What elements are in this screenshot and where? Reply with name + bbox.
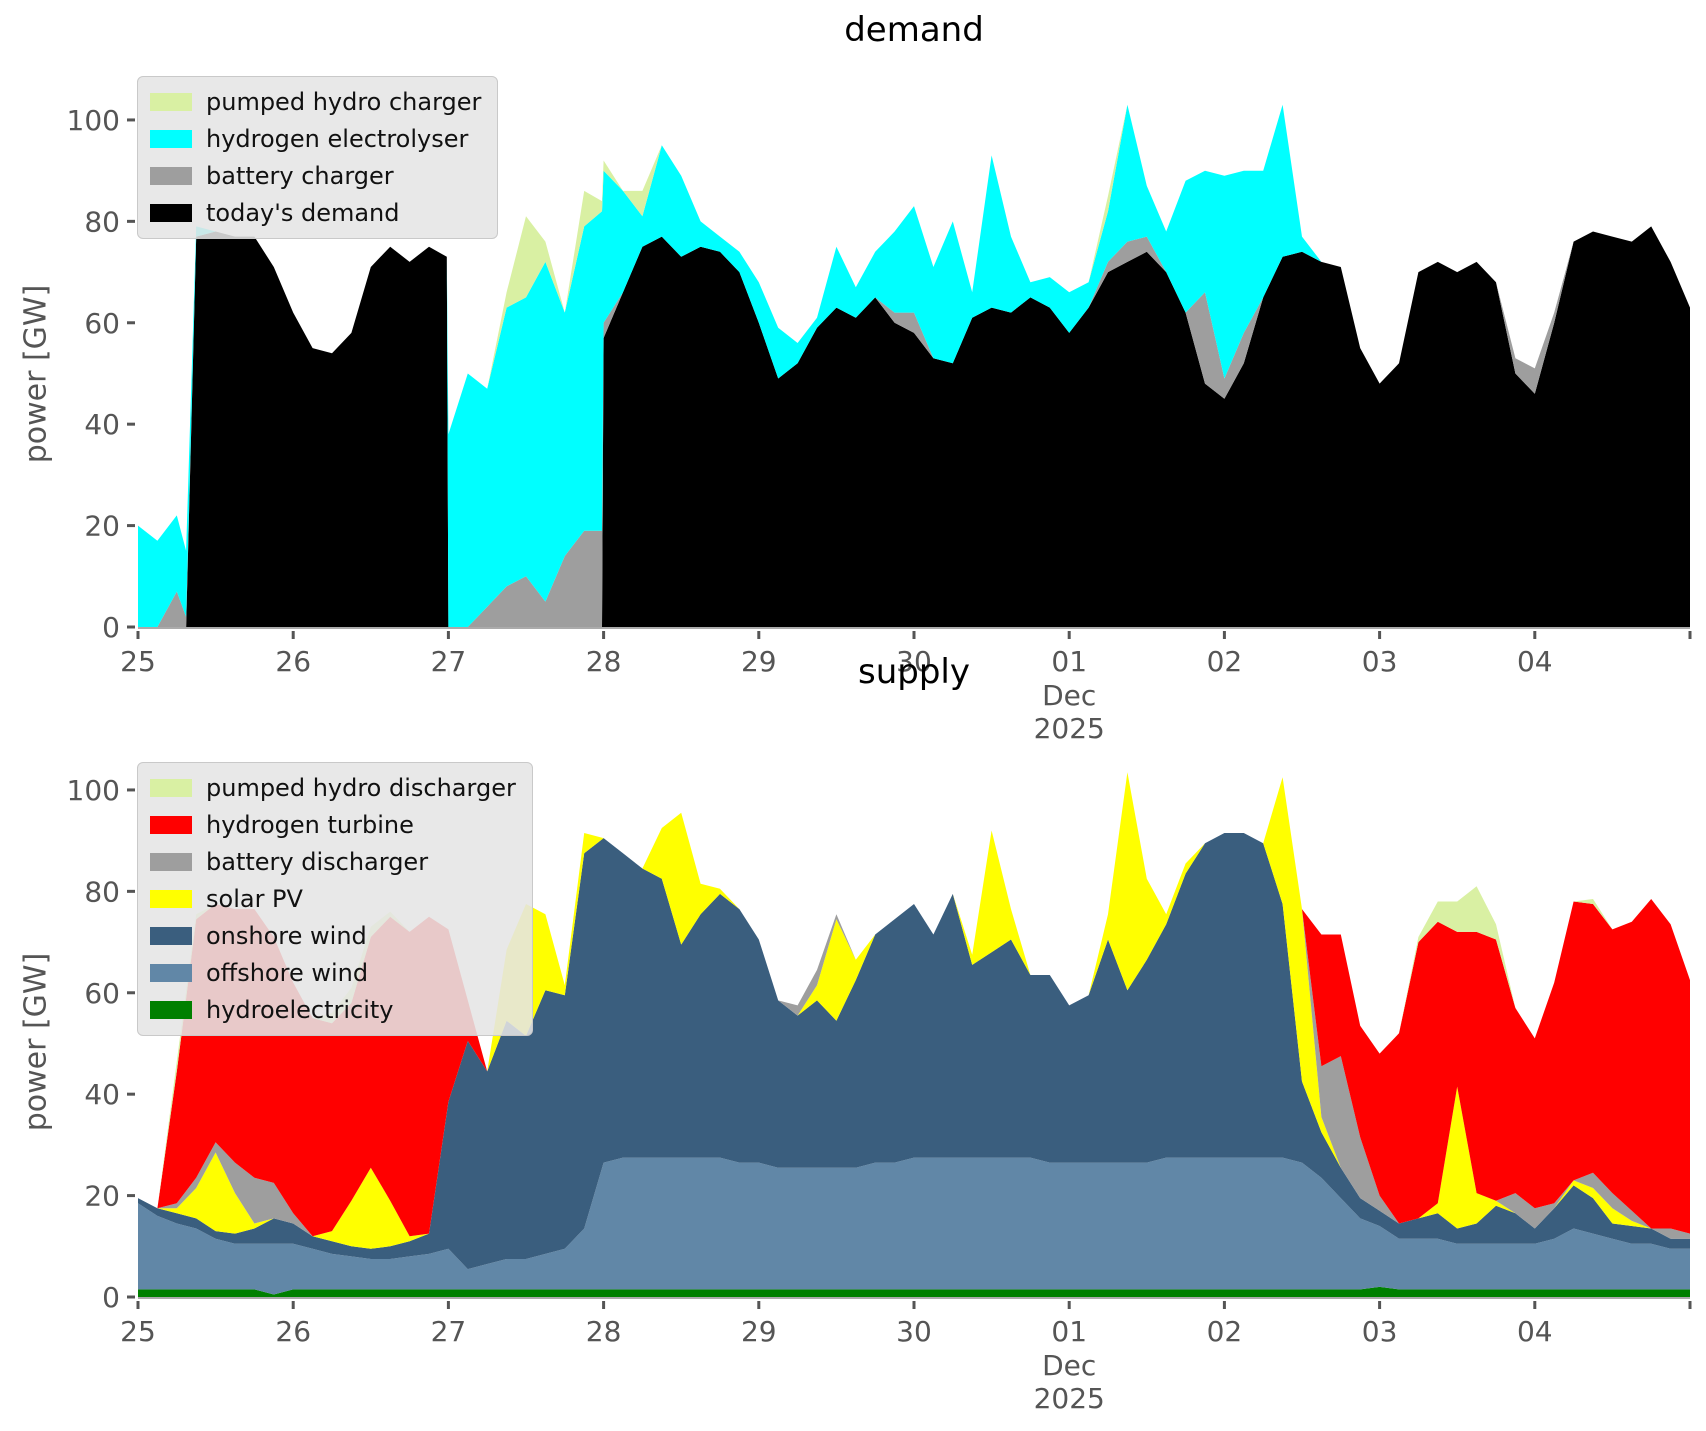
demand-x-tick-label-8: 03 bbox=[1362, 645, 1398, 678]
demand-x-tick-label-9: 04 bbox=[1517, 645, 1553, 678]
supply-x-tick-label-1: 26 bbox=[275, 1315, 311, 1348]
supply-x-annotation-1: 2025 bbox=[1034, 1382, 1105, 1415]
demand-y-tick-label-1: 20 bbox=[84, 510, 120, 543]
legend-item-battery-discharger: battery discharger bbox=[150, 847, 516, 877]
hydroelectricity-swatch-icon bbox=[150, 1001, 192, 1019]
demand-y-tick-label-3: 60 bbox=[84, 307, 120, 340]
battery-charger-swatch-icon bbox=[150, 167, 192, 185]
demand-x-tick-label-6: 01 bbox=[1051, 645, 1087, 678]
demand-y-tick-label-4: 80 bbox=[84, 205, 120, 238]
hydrogen-electrolyser-swatch-icon bbox=[150, 130, 192, 148]
demand-x-annotation-1: 2025 bbox=[1034, 712, 1105, 745]
supply-x-tick-label-6: 01 bbox=[1051, 1315, 1087, 1348]
area-hydroelectricity bbox=[138, 1286, 1690, 1297]
legend-item-today-s-demand: today's demand bbox=[150, 198, 481, 228]
supply-y-tick-label-1: 20 bbox=[84, 1180, 120, 1213]
supply-legend: pumped hydro discharger hydrogen turbine b… bbox=[137, 762, 533, 1036]
legend-item-pumped-hydro-discharger: pumped hydro discharger bbox=[150, 773, 516, 803]
legend-item-battery-charger: battery charger bbox=[150, 161, 481, 191]
supply-x-tick-label-9: 04 bbox=[1517, 1315, 1553, 1348]
demand-x-tick-label-1: 26 bbox=[275, 645, 311, 678]
demand-y-axis-label: power [GW] bbox=[18, 284, 54, 464]
legend-label-hydroelectricity: hydroelectricity bbox=[206, 996, 394, 1024]
legend-item-pumped-hydro-charger: pumped hydro charger bbox=[150, 87, 481, 117]
demand-chart-title: demand bbox=[844, 10, 984, 50]
legend-label-hydrogen-electrolyser: hydrogen electrolyser bbox=[206, 125, 469, 153]
supply-y-tick-label-2: 40 bbox=[84, 1078, 120, 1111]
supply-x-tick-label-7: 02 bbox=[1207, 1315, 1243, 1348]
legend-item-solar-pv: solar PV bbox=[150, 884, 516, 914]
supply-x-tick-label-3: 28 bbox=[586, 1315, 622, 1348]
legend-label-offshore-wind: offshore wind bbox=[206, 959, 369, 987]
supply-y-tick-label-0: 0 bbox=[102, 1281, 120, 1314]
demand-y-tick-label-0: 0 bbox=[102, 611, 120, 644]
demand-x-tick-label-2: 27 bbox=[431, 645, 467, 678]
legend-item-onshore-wind: onshore wind bbox=[150, 921, 516, 951]
demand-legend: pumped hydro charger hydrogen electrolyse… bbox=[137, 76, 499, 239]
today-s-demand-swatch-icon bbox=[150, 204, 192, 222]
solar-pv-swatch-icon bbox=[150, 890, 192, 908]
hydrogen-turbine-swatch-icon bbox=[150, 816, 192, 834]
legend-label-battery-discharger: battery discharger bbox=[206, 848, 429, 876]
legend-item-hydrogen-electrolyser: hydrogen electrolyser bbox=[150, 124, 481, 154]
legend-label-solar-pv: solar PV bbox=[206, 885, 303, 913]
legend-label-battery-charger: battery charger bbox=[206, 162, 394, 190]
battery-discharger-swatch-icon bbox=[150, 853, 192, 871]
demand-x-tick-label-3: 28 bbox=[586, 645, 622, 678]
legend-label-onshore-wind: onshore wind bbox=[206, 922, 367, 950]
supply-x-tick-label-2: 27 bbox=[431, 1315, 467, 1348]
legend-item-hydrogen-turbine: hydrogen turbine bbox=[150, 810, 516, 840]
supply-x-tick-label-8: 03 bbox=[1362, 1315, 1398, 1348]
supply-chart-title: supply bbox=[858, 652, 970, 692]
demand-x-tick-label-5: 30 bbox=[896, 645, 932, 678]
demand-y-tick-label-5: 100 bbox=[67, 104, 120, 137]
legend-item-hydroelectricity: hydroelectricity bbox=[150, 995, 516, 1025]
pumped-hydro-discharger-swatch-icon bbox=[150, 779, 192, 797]
onshore-wind-swatch-icon bbox=[150, 927, 192, 945]
supply-x-tick-label-0: 25 bbox=[120, 1315, 156, 1348]
legend-label-pumped-hydro-discharger: pumped hydro discharger bbox=[206, 774, 516, 802]
legend-label-hydrogen-turbine: hydrogen turbine bbox=[206, 811, 414, 839]
area-hydrogen-electrolyser bbox=[138, 104, 1690, 627]
demand-x-tick-label-0: 25 bbox=[120, 645, 156, 678]
supply-y-tick-label-3: 60 bbox=[84, 977, 120, 1010]
demand-y-tick-label-2: 40 bbox=[84, 408, 120, 441]
legend-label-pumped-hydro-charger: pumped hydro charger bbox=[206, 88, 482, 116]
supply-x-annotation-0: Dec bbox=[1042, 1349, 1096, 1382]
supply-y-tick-label-4: 80 bbox=[84, 875, 120, 908]
pumped-hydro-charger-swatch-icon bbox=[150, 93, 192, 111]
demand-x-tick-label-7: 02 bbox=[1207, 645, 1243, 678]
supply-y-axis-label: power [GW] bbox=[18, 952, 54, 1132]
legend-label-today-s-demand: today's demand bbox=[206, 199, 400, 227]
demand-x-annotation-0: Dec bbox=[1042, 679, 1096, 712]
area-offshore-wind bbox=[138, 1157, 1690, 1295]
area-today-s-demand bbox=[138, 226, 1690, 627]
supply-y-tick-label-5: 100 bbox=[67, 774, 120, 807]
offshore-wind-swatch-icon bbox=[150, 964, 192, 982]
area-onshore-wind bbox=[138, 833, 1690, 1270]
legend-item-offshore-wind: offshore wind bbox=[150, 958, 516, 988]
supply-x-tick-label-4: 29 bbox=[741, 1315, 777, 1348]
supply-x-tick-label-5: 30 bbox=[896, 1315, 932, 1348]
demand-x-tick-label-4: 29 bbox=[741, 645, 777, 678]
